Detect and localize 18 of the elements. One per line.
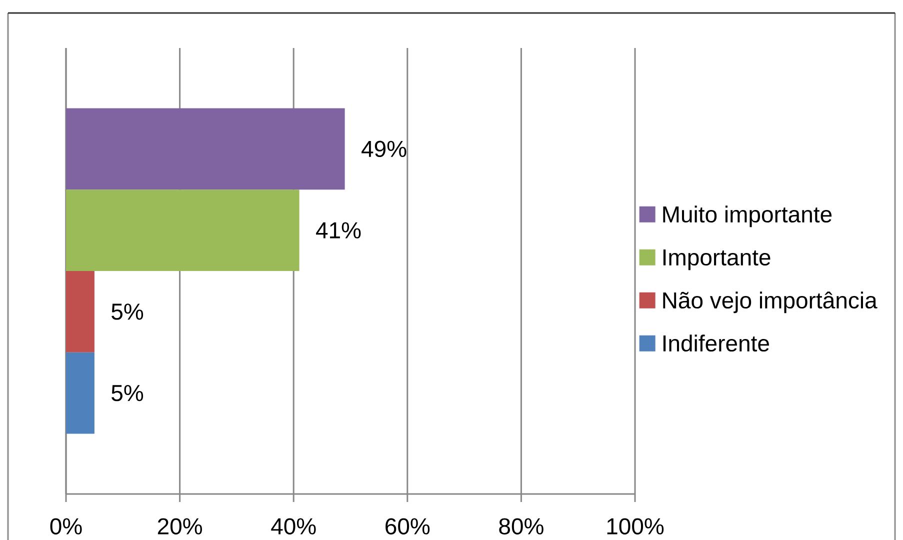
bar (66, 352, 94, 434)
data-label: 41% (316, 222, 361, 238)
data-label: 5% (112, 385, 144, 402)
legend-label: Não vejo importância (663, 292, 878, 314)
bar (66, 190, 300, 272)
data-label: 5% (112, 304, 144, 320)
data-label: 49% (362, 140, 406, 158)
bar (66, 108, 345, 190)
x-tick-label: 80% (499, 518, 544, 534)
bar (66, 271, 94, 352)
x-tick-label: 0% (50, 518, 82, 534)
legend-label: Muito importante (663, 206, 832, 228)
x-tick-label: 20% (158, 518, 202, 534)
x-tick-label: 100% (607, 518, 664, 534)
legend-label: Importante (663, 249, 770, 270)
x-tick-label: 60% (386, 518, 430, 534)
x-tick-label: 40% (271, 518, 316, 534)
legend-label: Indiferente (663, 334, 769, 352)
